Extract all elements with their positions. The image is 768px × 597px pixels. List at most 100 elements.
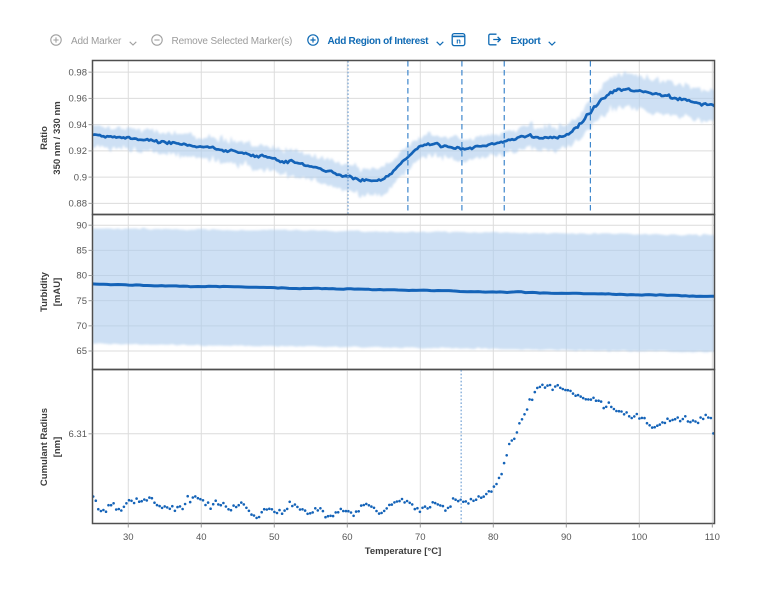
scatter-point	[252, 514, 256, 517]
scatter-point	[663, 421, 667, 425]
scatter-point	[97, 507, 100, 511]
chevron-down-icon	[129, 34, 137, 49]
scatter-point	[237, 503, 240, 507]
scatter-point	[525, 408, 529, 411]
scatter-point	[393, 501, 396, 504]
scatter-point	[556, 383, 559, 387]
scatter-point	[206, 501, 210, 504]
scatter-point	[163, 505, 166, 508]
scatter-point	[433, 501, 437, 505]
scatter-point	[622, 413, 626, 416]
scatter-point	[436, 503, 440, 506]
scatter-point	[589, 398, 593, 401]
x-tick-label: 100	[631, 532, 647, 543]
scatter-point	[250, 513, 253, 516]
scatter-point	[689, 420, 692, 424]
scatter-point	[513, 437, 516, 441]
scatter-point	[559, 386, 562, 390]
scatter-point	[354, 510, 358, 513]
scatter-point	[178, 505, 182, 508]
scatter-point	[143, 498, 146, 501]
scatter-point	[349, 511, 353, 514]
add-region-of-interest-button[interactable]: Add Region of Interest	[306, 28, 445, 54]
scatter-point	[199, 497, 202, 501]
scatter-point	[217, 503, 220, 506]
scatter-point	[564, 388, 567, 392]
window-icon: n	[451, 32, 466, 50]
scatter-point	[538, 385, 542, 389]
scatter-point	[482, 495, 486, 498]
y-axis-title-ratio: Ratio 350 nm / 330 nm	[38, 100, 63, 175]
scatter-point	[196, 496, 200, 500]
scatter-point	[617, 409, 621, 413]
scatter-point	[336, 511, 340, 514]
scatter-point	[265, 508, 269, 511]
scatter-point	[229, 508, 233, 512]
scatter-point	[533, 390, 537, 394]
y-axis-title-turbidity: Turbidity [mAU]	[38, 272, 63, 312]
scatter-point	[385, 507, 389, 510]
scatter-point	[426, 507, 429, 510]
export-label: Export	[510, 35, 541, 47]
scatter-point	[594, 399, 598, 403]
y-tick-label: 0.88	[69, 199, 88, 210]
scatter-point	[339, 507, 343, 511]
scatter-point	[574, 394, 577, 398]
scatter-point	[130, 499, 133, 503]
add-marker-button[interactable]: Add Marker	[50, 28, 137, 54]
scatter-point	[132, 501, 136, 505]
scatter-point	[515, 431, 519, 434]
scatter-point	[587, 398, 590, 401]
scatter-point	[344, 509, 348, 513]
scatter-point	[546, 384, 549, 387]
scatter-point	[477, 495, 480, 498]
scatter-point	[227, 508, 230, 511]
scatter-point	[643, 416, 646, 420]
chevron-down-icon	[436, 34, 444, 49]
scatter-point	[676, 416, 679, 419]
scatter-point	[104, 510, 108, 513]
window-panel-button[interactable]: n	[451, 28, 466, 54]
export-button[interactable]: Export	[487, 28, 557, 54]
scatter-point	[410, 503, 414, 506]
scatter-point	[165, 506, 169, 509]
y-tick-label: 65	[76, 346, 87, 357]
scatter-point	[372, 506, 376, 510]
scatter-point	[158, 504, 161, 508]
scatter-point	[155, 503, 159, 507]
scatter-point	[479, 496, 483, 500]
scatter-point	[359, 504, 363, 507]
y-tick-label: 6.31	[69, 429, 88, 440]
scatter-point	[247, 509, 251, 513]
scatter-point	[627, 415, 631, 418]
scatter-point	[607, 401, 611, 404]
scatter-point	[569, 389, 572, 393]
scatter-point	[160, 506, 164, 510]
remove-selected-markers-button[interactable]: Remove Selected Marker(s)	[150, 28, 292, 54]
scatter-point	[446, 506, 450, 510]
chart-panel-1[interactable]: 90 85 80 75 70 65	[76, 213, 716, 371]
scatter-point	[296, 505, 299, 509]
scatter-point	[502, 461, 506, 465]
scatter-point	[464, 500, 468, 503]
scatter-point	[388, 503, 391, 507]
scatter-point	[352, 514, 355, 518]
scatter-point	[219, 503, 223, 507]
scatter-point	[365, 502, 368, 506]
scatter-point	[553, 385, 557, 388]
scatter-point	[530, 398, 534, 402]
scatter-point	[400, 497, 404, 501]
scatter-point	[314, 507, 317, 510]
scatter-point	[145, 499, 149, 502]
scatter-point	[153, 501, 156, 505]
chart-panel-2[interactable]: 6.31	[69, 368, 716, 525]
scatter-point	[418, 510, 422, 514]
scatter-point	[204, 503, 207, 507]
scatter-point	[168, 507, 172, 511]
scatter-point	[334, 511, 338, 514]
scatter-point	[423, 505, 427, 508]
chart-panel-0[interactable]: 0.98 0.96 0.94 0.92 0.9 0.88	[69, 59, 716, 216]
x-tick-label: 110	[705, 532, 720, 543]
add-region-of-interest-label: Add Region of Interest	[327, 35, 429, 47]
